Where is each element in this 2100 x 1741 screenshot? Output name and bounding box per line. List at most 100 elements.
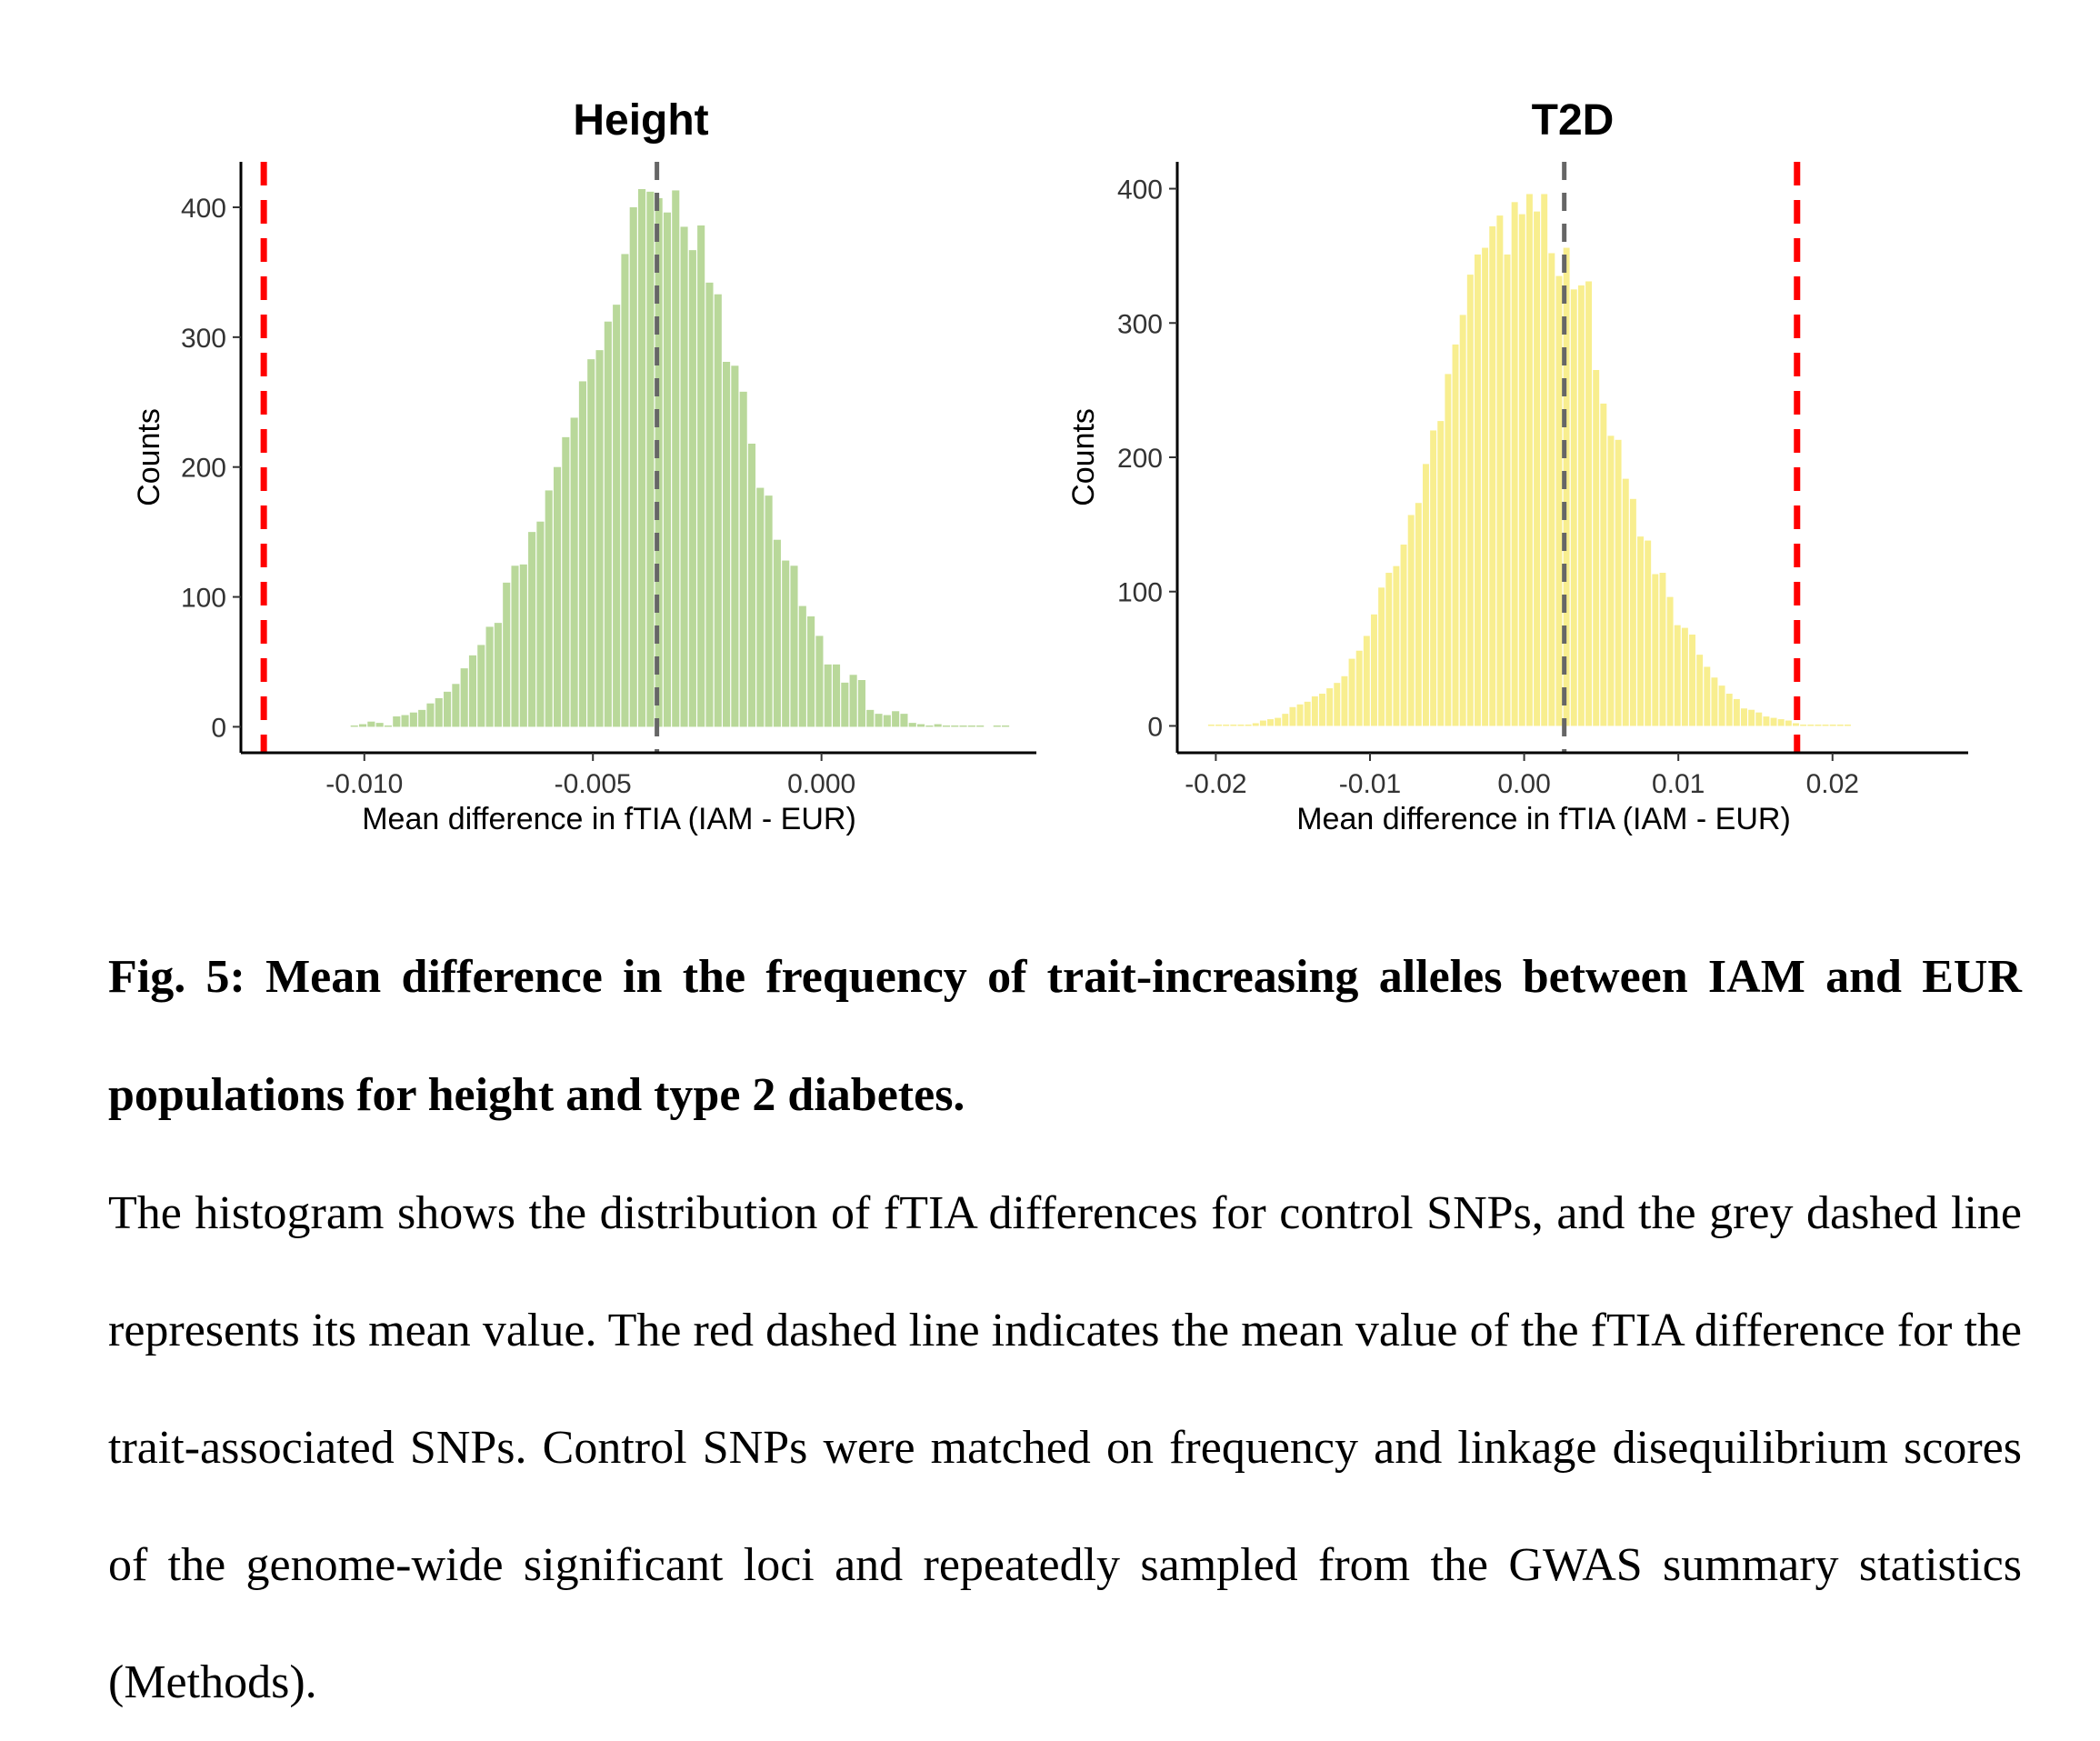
histogram-bar: [638, 189, 646, 727]
histogram-bar: [1326, 688, 1334, 726]
figure-caption: Fig. 5: Mean difference in the frequency…: [108, 918, 2022, 1741]
histogram-bar: [1304, 701, 1311, 726]
histogram-bar: [705, 282, 714, 727]
histogram-bar: [1407, 515, 1415, 726]
histogram-bar: [477, 645, 485, 727]
figure: Height 0 100 200 300 400 -0.010 -0.005 0.000 Me…: [132, 96, 1968, 836]
histogram-bar: [824, 664, 832, 727]
histogram-bar: [435, 698, 443, 727]
histogram-bar: [401, 715, 409, 727]
histogram-bar: [1422, 464, 1429, 726]
histogram-bar: [790, 565, 798, 727]
histogram-bar: [1437, 421, 1445, 726]
x-axis-label: Mean difference in fTIA (IAM - EUR): [1296, 802, 1791, 836]
histogram-bar: [1555, 275, 1563, 726]
histogram-bar: [1652, 574, 1659, 726]
histogram-bar: [1534, 211, 1541, 726]
histogram-bar: [1704, 666, 1711, 726]
histogram-bar: [697, 225, 705, 727]
histogram-bar: [917, 724, 925, 727]
histogram-bar: [1452, 344, 1459, 726]
histogram-bar: [1466, 275, 1474, 726]
histogram-bar: [1518, 214, 1525, 726]
histogram-bar: [1777, 719, 1785, 726]
histogram-bar: [1334, 683, 1341, 726]
histogram-bar: [1622, 478, 1629, 726]
histogram-bar: [528, 532, 536, 727]
histogram-bar: [1267, 719, 1274, 726]
histogram-bar: [426, 703, 435, 727]
histogram-bar: [1770, 717, 1777, 726]
histogram-bar: [1741, 708, 1747, 726]
histogram-bar: [688, 250, 696, 727]
histogram-bar: [714, 294, 722, 727]
y-tick-label: 200: [181, 454, 226, 484]
histogram-bar: [1363, 635, 1370, 726]
x-tick-label: -0.010: [325, 769, 403, 799]
histogram-bar: [1259, 720, 1266, 726]
histogram-bar: [655, 198, 663, 727]
histogram-bar: [1548, 253, 1555, 726]
histogram-bar: [1585, 281, 1593, 726]
x-tick-label: 0.00: [1497, 769, 1550, 799]
histogram-bar: [1748, 709, 1755, 726]
histogram-bar: [519, 564, 527, 727]
histogram-bar: [832, 664, 841, 727]
histogram-bar: [841, 682, 849, 727]
histogram-bars: [350, 189, 1010, 727]
histogram-bar: [866, 709, 875, 727]
histogram-bar: [1311, 695, 1318, 726]
histogram-bar: [393, 716, 401, 727]
histogram-bar: [595, 350, 604, 727]
histogram-bar: [680, 226, 688, 727]
histogram-bar: [875, 714, 883, 727]
histogram-bar: [782, 560, 790, 727]
panel-height: Height 0 100 200 300 400 -0.010 -0.005 0.000 Me…: [132, 96, 1036, 836]
caption-body: The histogram shows the distribution of …: [108, 1187, 2022, 1708]
x-tick-label: 0.02: [1806, 769, 1859, 799]
y-tick-label: 100: [1117, 578, 1163, 608]
histogram-bar: [1289, 706, 1296, 726]
histogram-bar: [1755, 712, 1763, 726]
histogram-bar: [1430, 430, 1437, 726]
histogram-bar: [553, 466, 562, 727]
histogram-bar: [1593, 369, 1600, 726]
x-tick-label: -0.02: [1185, 769, 1246, 799]
histogram-bar: [1733, 698, 1740, 726]
histogram-bar: [976, 725, 985, 727]
histogram-bar: [756, 487, 765, 727]
histogram-bar: [1474, 254, 1481, 726]
histogram-bar: [570, 417, 578, 727]
histogram-bar: [807, 616, 815, 727]
histogram-bar: [629, 207, 637, 727]
histogram-bar: [1570, 289, 1577, 726]
histogram-bars: [1207, 194, 1851, 726]
histogram-bar: [1415, 503, 1422, 726]
histogram-bar: [849, 675, 857, 727]
histogram-bar: [613, 305, 621, 727]
histogram-bar: [1711, 677, 1718, 726]
y-axis-label: Counts: [1066, 408, 1101, 506]
histogram-bar: [1525, 194, 1533, 726]
histogram-bar: [925, 725, 934, 727]
axes: 0 100 200 300 400 -0.010 -0.005 0.000: [181, 162, 1036, 799]
histogram-bar: [747, 444, 756, 727]
histogram-bar: [798, 605, 806, 727]
histogram-bar: [1348, 658, 1355, 726]
histogram-bar: [1645, 540, 1652, 726]
histogram-bar: [723, 362, 731, 727]
histogram-bar: [350, 725, 358, 727]
histogram-bar: [1600, 403, 1607, 726]
histogram-bar: [536, 521, 545, 727]
histogram-bar: [452, 684, 460, 727]
panel-title: T2D: [1532, 96, 1615, 145]
histogram-bar: [765, 495, 773, 727]
histogram-bar: [587, 359, 595, 727]
histogram-bar: [1385, 573, 1393, 726]
histogram-bar: [358, 724, 367, 727]
histogram-bar: [1355, 650, 1363, 726]
histogram-bar: [485, 626, 494, 727]
histogram-bar: [1252, 723, 1259, 726]
